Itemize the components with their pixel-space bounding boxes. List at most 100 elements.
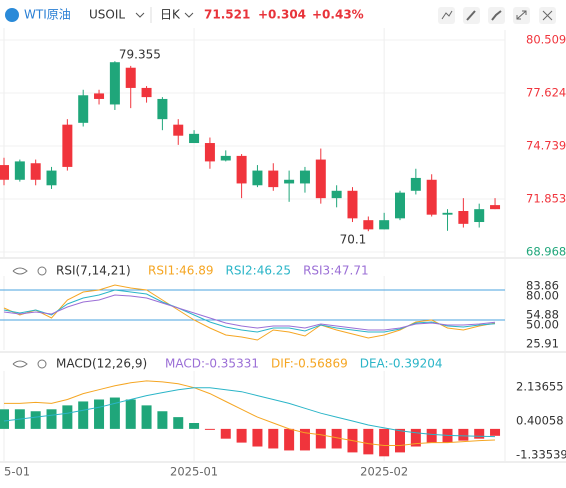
- candle-body: [268, 170, 279, 188]
- macd-bar: [410, 428, 421, 447]
- candle-body: [204, 143, 215, 162]
- candle-body: [474, 209, 485, 223]
- logo: [5, 8, 19, 22]
- candle-body: [0, 165, 9, 180]
- macd-bar: [252, 428, 263, 447]
- macd-bar: [46, 409, 57, 429]
- instrument-name: WTI原油: [24, 8, 71, 22]
- period[interactable]: 日K: [160, 8, 181, 22]
- macd-bar: [236, 428, 247, 443]
- macd-bar: [0, 409, 9, 429]
- gear-icon[interactable]: [37, 359, 47, 369]
- candle-body: [125, 67, 136, 88]
- candle-body: [236, 155, 247, 184]
- candle-body: [284, 179, 295, 184]
- legend-entry: DIF:-0.56869: [271, 357, 348, 371]
- macd-bar: [331, 428, 342, 449]
- y-tick-label: 80.00: [526, 289, 559, 303]
- candle-body: [299, 170, 310, 184]
- panel-title: RSI(7,14,21): [56, 264, 131, 278]
- toolbar: [438, 7, 556, 24]
- macd-bar: [62, 405, 73, 429]
- legend-entry: MACD:-0.35331: [165, 357, 259, 371]
- tool-button[interactable]: [438, 7, 455, 24]
- candle-body: [490, 205, 501, 210]
- tool-icon: [441, 10, 453, 20]
- macd-bar: [379, 428, 390, 457]
- y-tick-label: 74.739: [526, 138, 566, 152]
- x-tick-label: 2025-02: [360, 465, 408, 479]
- dropdown-arrow[interactable]: [135, 12, 145, 18]
- candle-body: [62, 124, 73, 167]
- macd-bar: [141, 405, 152, 429]
- eye-icon[interactable]: [12, 360, 28, 368]
- macd-bar: [490, 428, 501, 436]
- candle-body: [78, 95, 89, 123]
- candle-body: [94, 93, 105, 99]
- candle-body: [395, 192, 405, 219]
- candle-body: [189, 133, 200, 144]
- legend-entry: RSI1:46.89: [148, 264, 214, 278]
- y-tick-label: 80.509: [526, 33, 566, 47]
- low-annotation: 70.1: [340, 233, 367, 247]
- candle-body: [141, 87, 152, 98]
- series-line: [3, 289, 496, 333]
- candle-body: [379, 220, 390, 230]
- candle-body: [252, 170, 263, 186]
- macd-bar: [426, 428, 437, 443]
- series-line: [3, 294, 496, 331]
- tool-icon: [542, 10, 553, 21]
- candle-body: [315, 159, 326, 199]
- candle-body: [426, 179, 437, 215]
- x-tick-label: 5-01: [4, 465, 30, 479]
- y-tick-label: 71.853: [526, 192, 566, 206]
- tool-icon: [491, 10, 502, 21]
- tool-icon: [516, 10, 527, 20]
- candle-body: [442, 212, 453, 215]
- gear-icon[interactable]: [37, 266, 47, 276]
- legend-entry: RSI2:46.25: [226, 264, 292, 278]
- y-tick-label: 0.40058: [516, 414, 564, 428]
- macd-bar: [395, 428, 405, 453]
- candle-body: [363, 220, 374, 230]
- macd-bar: [204, 428, 215, 430]
- macd-bar: [78, 401, 89, 429]
- price: 71.521: [204, 8, 250, 22]
- macd-bar: [157, 411, 168, 429]
- macd-bar: [109, 397, 120, 429]
- macd-bar: [94, 399, 105, 429]
- candle-body: [14, 161, 25, 180]
- series-line: [3, 284, 496, 341]
- macd-bar: [189, 423, 200, 429]
- macd-bar: [173, 417, 184, 429]
- macd-bar: [284, 428, 295, 451]
- candle-body: [331, 190, 342, 199]
- macd-bar: [220, 428, 231, 439]
- macd-bar: [363, 428, 374, 455]
- y-tick-label: 77.624: [526, 86, 566, 100]
- candle-body: [347, 190, 358, 219]
- high-annotation: 79.355: [119, 48, 161, 62]
- macd-icons: [12, 359, 47, 369]
- y-tick-label: 50.00: [526, 318, 559, 332]
- macd-bar: [315, 428, 326, 449]
- candle-body: [458, 210, 469, 224]
- candle-body: [30, 163, 41, 180]
- rsi-icons: [12, 266, 47, 276]
- candle-body: [46, 170, 57, 186]
- y-tick-label: 83.86: [526, 279, 559, 293]
- macd-bar: [268, 428, 279, 449]
- macd-bar: [299, 428, 310, 451]
- tool-icon: [466, 10, 476, 21]
- legend-entry: DEA:-0.39204: [360, 357, 443, 371]
- candle-body: [173, 124, 184, 136]
- symbol[interactable]: USOIL: [89, 8, 125, 22]
- eye-icon[interactable]: [12, 267, 28, 275]
- macd-bar: [458, 428, 469, 441]
- dropdown-arrow[interactable]: [184, 12, 194, 18]
- candle-body: [410, 177, 421, 191]
- y-tick-label: 54.88: [526, 308, 559, 322]
- legend-entry: RSI3:47.71: [303, 264, 369, 278]
- macd-bar: [125, 399, 136, 429]
